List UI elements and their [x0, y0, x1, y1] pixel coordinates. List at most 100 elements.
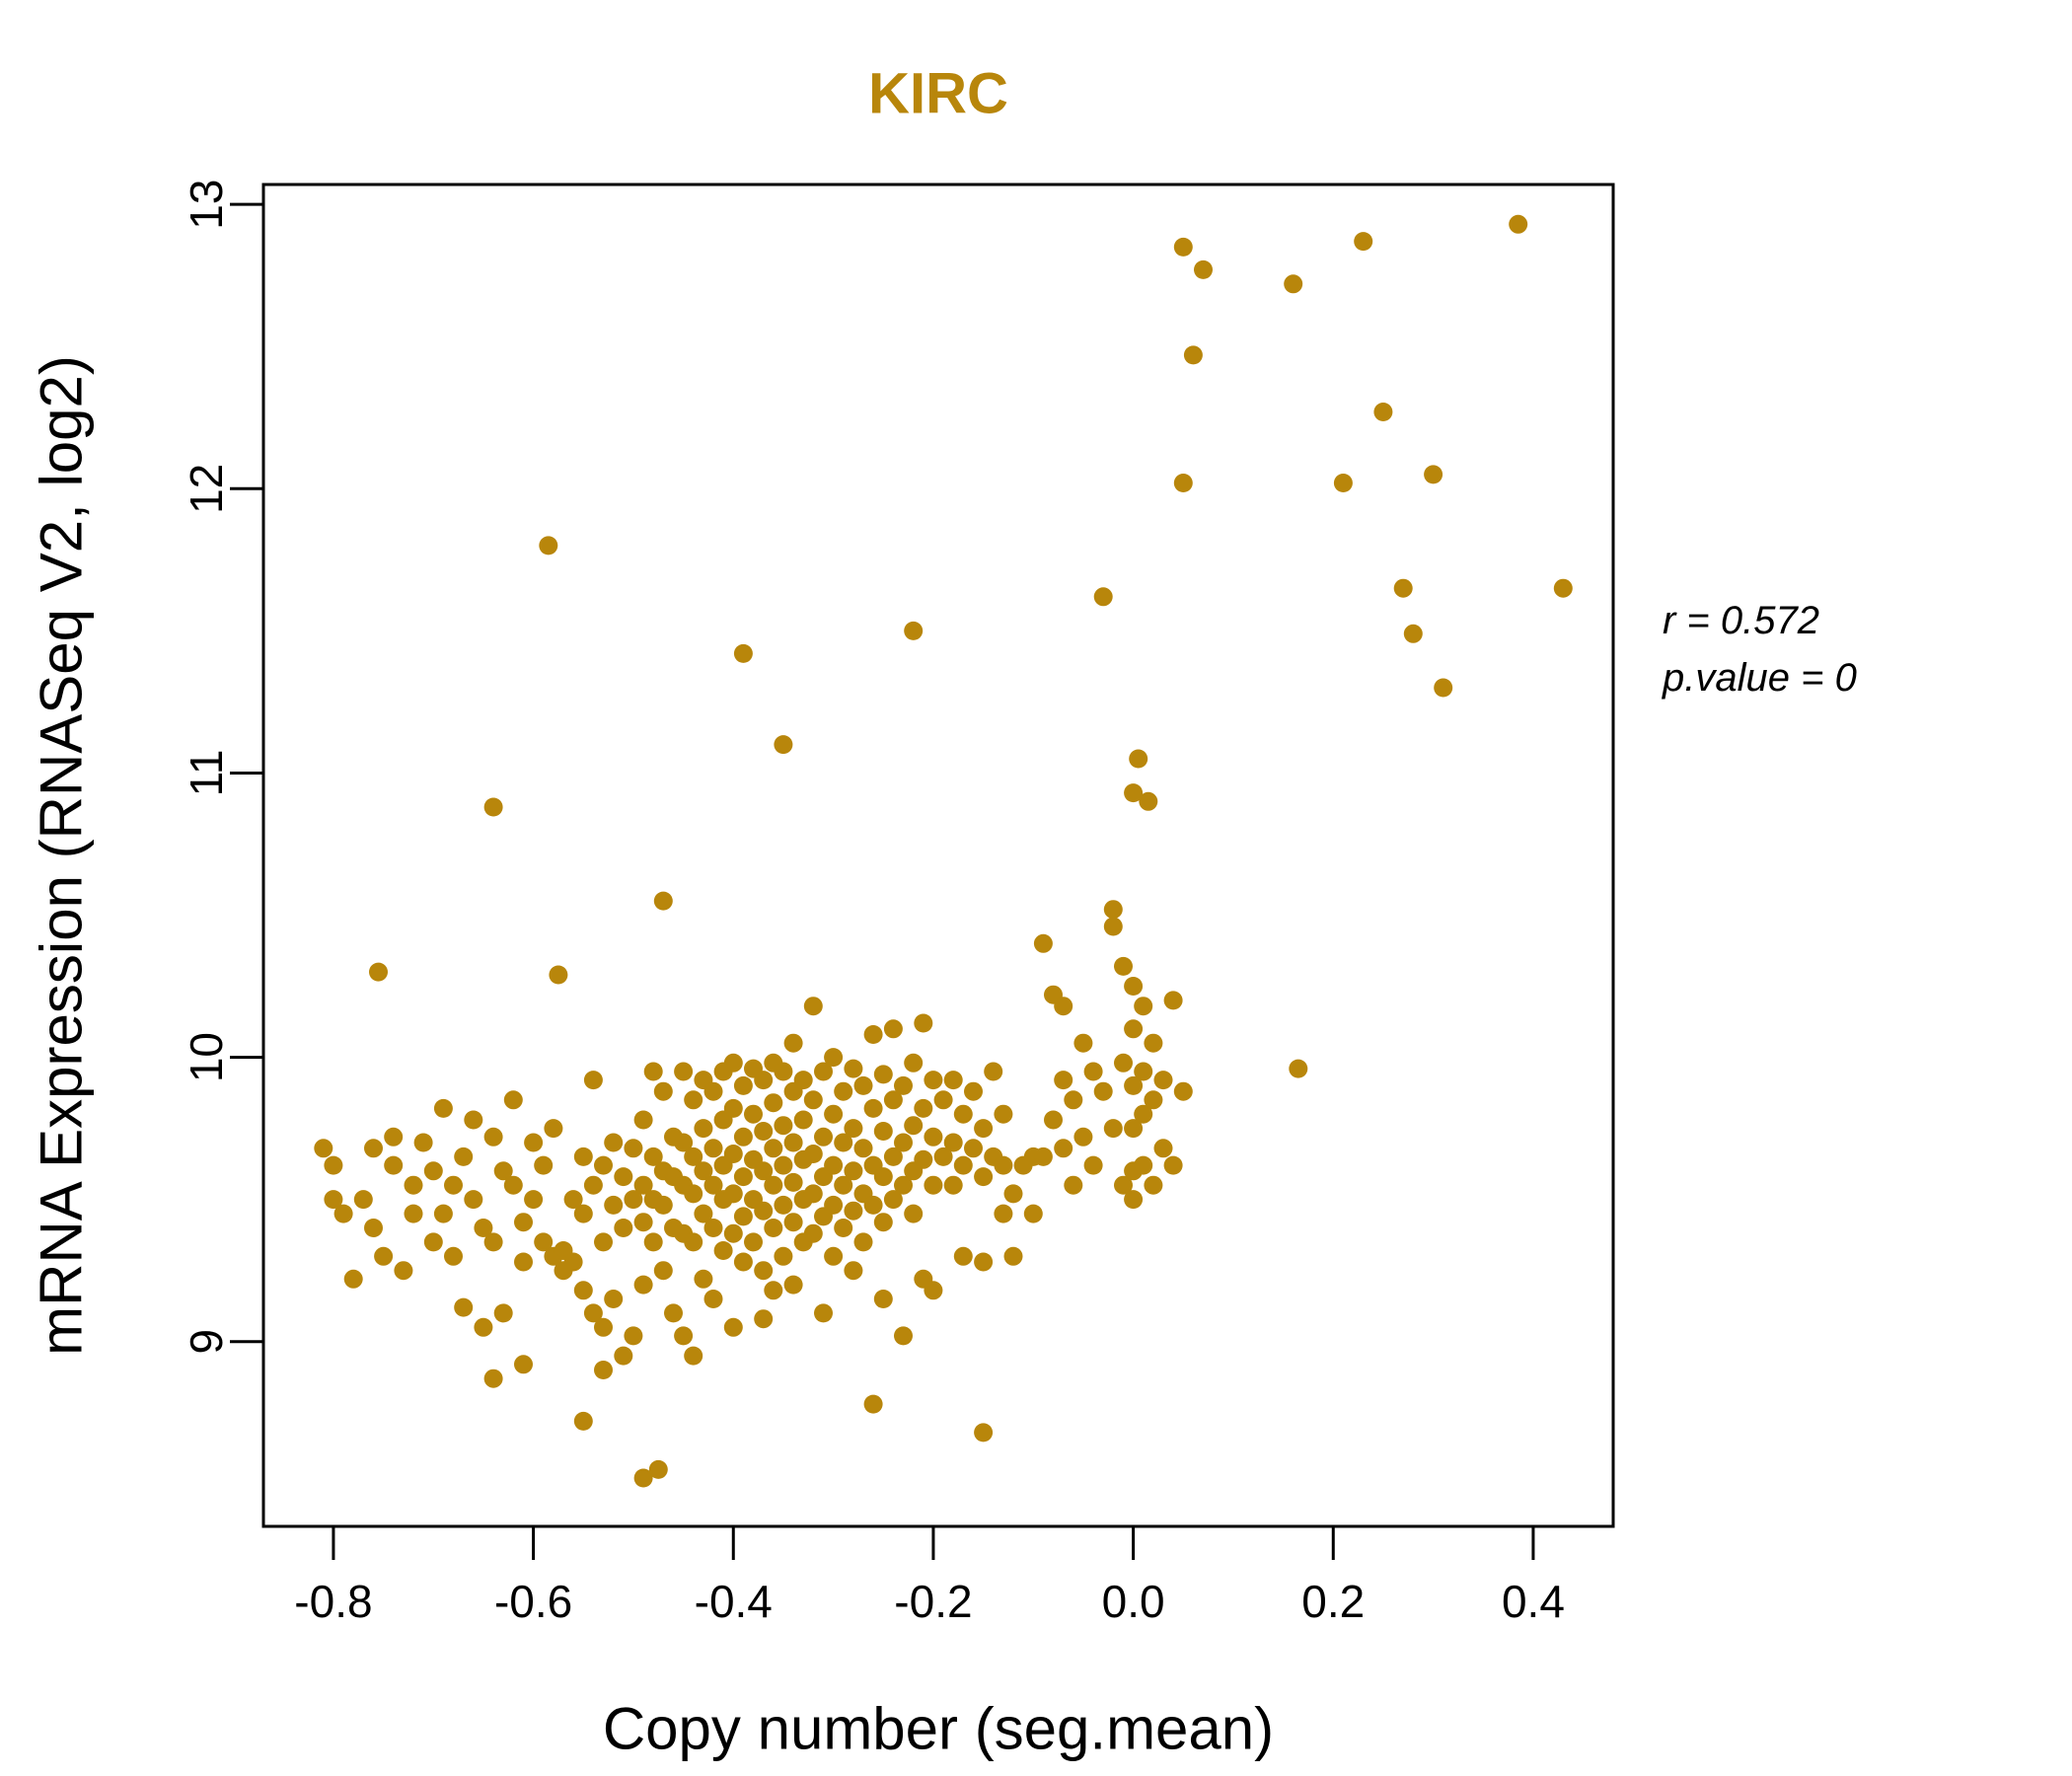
data-point — [1054, 997, 1073, 1016]
data-point — [1073, 1033, 1093, 1053]
plot-border — [261, 183, 1615, 1528]
data-point — [703, 1219, 723, 1237]
data-point — [1289, 1059, 1308, 1078]
data-point — [633, 1213, 653, 1232]
data-point — [844, 1059, 863, 1078]
data-point — [1163, 991, 1183, 1010]
data-point — [1124, 977, 1144, 996]
data-point — [803, 1145, 823, 1163]
data-point — [674, 1326, 694, 1346]
x-tick-label: -0.4 — [695, 1576, 773, 1627]
data-point — [924, 1175, 943, 1195]
data-point — [803, 997, 823, 1016]
data-point — [774, 1155, 793, 1175]
data-point — [444, 1246, 463, 1266]
data-point — [643, 1232, 663, 1252]
data-point — [1003, 1246, 1023, 1266]
data-point — [723, 1317, 743, 1337]
data-point — [614, 1346, 633, 1366]
data-point — [539, 536, 558, 555]
y-tick-label: 13 — [181, 180, 232, 230]
data-point — [483, 797, 503, 817]
data-point — [1103, 917, 1123, 936]
data-point — [594, 1155, 613, 1175]
data-point — [1124, 1119, 1144, 1139]
data-point — [524, 1190, 544, 1210]
data-point — [723, 1098, 743, 1118]
data-point — [863, 1394, 883, 1414]
data-point — [333, 1204, 353, 1223]
data-point — [744, 1232, 763, 1252]
data-point — [1083, 1062, 1103, 1081]
data-point — [353, 1190, 373, 1210]
data-point — [953, 1155, 973, 1175]
data-point — [573, 1204, 593, 1223]
data-point — [474, 1317, 493, 1337]
data-point — [1134, 1155, 1153, 1175]
data-point — [774, 1195, 793, 1215]
chart-title: KIRC — [868, 61, 1008, 126]
data-point — [754, 1261, 774, 1281]
data-point — [754, 1071, 774, 1090]
data-point — [1403, 624, 1423, 643]
data-point — [1114, 956, 1133, 976]
data-point — [544, 1119, 563, 1139]
data-point — [1044, 1110, 1063, 1130]
data-point — [1153, 1071, 1173, 1090]
data-point — [873, 1167, 893, 1187]
data-point — [374, 1246, 394, 1266]
data-point — [633, 1110, 653, 1130]
data-point — [454, 1147, 474, 1166]
data-point — [514, 1213, 533, 1232]
data-point — [774, 1116, 793, 1136]
data-point — [953, 1104, 973, 1124]
data-point — [883, 1019, 903, 1039]
data-point — [694, 1119, 713, 1139]
data-point — [1124, 1019, 1144, 1039]
x-tick-label: 0.0 — [1102, 1576, 1165, 1627]
data-point — [863, 1025, 883, 1044]
data-point — [1083, 1155, 1103, 1175]
data-point — [404, 1175, 423, 1195]
data-point — [1114, 1175, 1133, 1195]
data-point — [904, 621, 924, 640]
data-point — [573, 1411, 593, 1431]
data-point — [764, 1139, 783, 1158]
data-point — [853, 1139, 873, 1158]
data-point — [594, 1232, 613, 1252]
data-point — [369, 962, 388, 982]
data-point — [474, 1219, 493, 1237]
data-point — [464, 1110, 483, 1130]
data-point — [933, 1090, 953, 1110]
data-point — [423, 1232, 443, 1252]
data-point — [894, 1075, 913, 1095]
data-point — [834, 1175, 853, 1195]
annotation-p-value: p.value = 0 — [1663, 656, 1857, 700]
data-point — [793, 1110, 813, 1130]
data-point — [703, 1081, 723, 1101]
data-point — [394, 1261, 413, 1281]
data-point — [384, 1127, 404, 1147]
data-point — [1093, 1081, 1113, 1101]
data-point — [754, 1122, 774, 1141]
data-point — [653, 891, 673, 911]
data-point — [1103, 1119, 1123, 1139]
data-point — [633, 1468, 653, 1488]
data-point — [783, 1133, 803, 1152]
data-point — [1023, 1204, 1043, 1223]
data-point — [343, 1269, 363, 1289]
data-point — [694, 1161, 713, 1181]
data-point — [1173, 1081, 1193, 1101]
data-point — [433, 1204, 453, 1223]
data-point — [974, 1119, 994, 1139]
data-point — [733, 1252, 753, 1272]
data-point — [1124, 1075, 1144, 1095]
data-point — [1434, 678, 1453, 698]
data-point — [614, 1167, 633, 1187]
data-point — [573, 1147, 593, 1166]
data-point — [824, 1246, 844, 1266]
data-point — [883, 1190, 903, 1210]
data-point — [1134, 997, 1153, 1016]
data-point — [984, 1062, 1003, 1081]
